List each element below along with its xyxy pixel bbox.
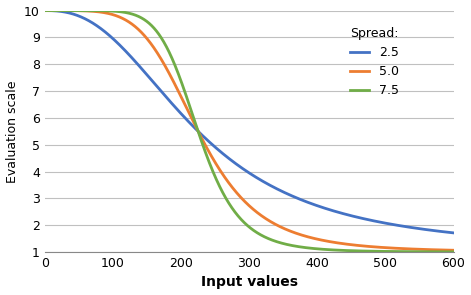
5.0 [451, 248, 456, 252]
2.5 [42, 9, 48, 12]
7.5 [230, 207, 236, 211]
7.5 [451, 250, 456, 254]
2.5 [230, 160, 236, 163]
2.5 [439, 230, 445, 233]
X-axis label: Input values: Input values [201, 276, 298, 289]
7.5 [439, 250, 445, 254]
Line: 5.0: 5.0 [45, 11, 454, 250]
5.0 [364, 245, 369, 248]
5.0 [439, 248, 445, 252]
5.0 [42, 9, 48, 12]
5.0 [63, 9, 68, 12]
Legend: 2.5, 5.0, 7.5: 2.5, 5.0, 7.5 [345, 22, 404, 102]
7.5 [439, 250, 444, 254]
5.0 [230, 186, 236, 190]
2.5 [241, 167, 246, 171]
2.5 [451, 231, 456, 235]
7.5 [241, 220, 246, 224]
2.5 [364, 218, 369, 221]
Line: 2.5: 2.5 [45, 11, 454, 233]
2.5 [63, 10, 68, 14]
Y-axis label: Evaluation scale: Evaluation scale [6, 80, 18, 183]
2.5 [439, 230, 444, 233]
7.5 [63, 9, 68, 12]
5.0 [439, 248, 444, 252]
7.5 [42, 9, 48, 12]
5.0 [241, 199, 246, 202]
Line: 7.5: 7.5 [45, 11, 454, 252]
7.5 [364, 249, 369, 253]
